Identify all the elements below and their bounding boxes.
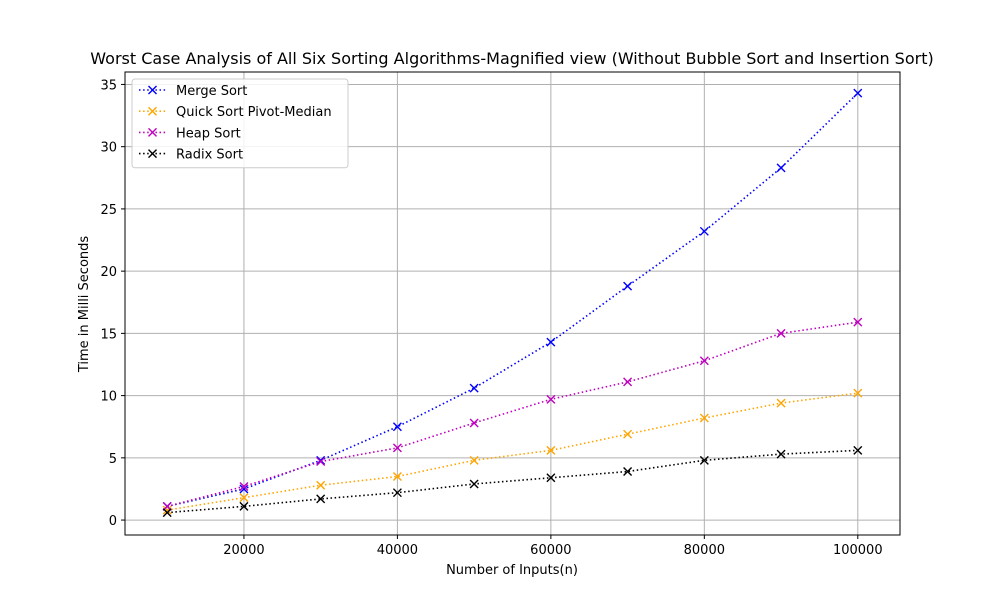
data-point (699, 455, 709, 465)
ticks: 20000 40000 60000 80000 100000 0 5 10 15 20 25 30 35 (100, 78, 882, 558)
data-point (776, 163, 786, 173)
y-tick-label: 5 (109, 452, 117, 467)
y-tick-label: 15 (100, 327, 117, 342)
x-tick-label: 40000 (377, 543, 418, 558)
legend-label: Heap Sort (176, 126, 241, 141)
series-quick-sort-pivot-median (162, 388, 863, 515)
data-point (162, 508, 172, 518)
legend-marker (148, 85, 157, 95)
x-tick-label: 60000 (530, 543, 571, 558)
legend-label: Radix Sort (176, 148, 243, 163)
data-point (392, 422, 402, 432)
data-point (699, 226, 709, 236)
y-tick-label: 10 (100, 390, 117, 405)
data-point (546, 445, 556, 455)
data-point (776, 328, 786, 338)
legend-item: Merge Sort (139, 84, 247, 99)
series-layer (162, 88, 863, 518)
x-tick-label: 100000 (833, 543, 883, 558)
y-tick-label: 25 (100, 203, 117, 218)
data-point (239, 501, 249, 511)
series-radix-sort (162, 445, 863, 518)
data-point (623, 281, 633, 291)
data-point (469, 383, 479, 393)
y-axis-title: Time in Milli Seconds (77, 236, 92, 374)
data-point (392, 488, 402, 498)
y-tick-label: 35 (100, 78, 117, 93)
x-tick-label: 20000 (223, 543, 264, 558)
data-point (469, 479, 479, 489)
series-line (166, 321, 858, 508)
data-point (239, 481, 249, 491)
legend-item: Radix Sort (139, 148, 243, 163)
data-point (392, 443, 402, 453)
legend-marker (148, 106, 157, 116)
data-point (623, 377, 633, 387)
data-point (776, 398, 786, 408)
data-point (469, 455, 479, 465)
data-point (853, 88, 863, 98)
legend-item: Heap Sort (139, 126, 241, 141)
legend-label: Merge Sort (176, 84, 247, 99)
data-point (546, 394, 556, 404)
legend-item: Quick Sort Pivot-Median (139, 105, 332, 120)
data-point (316, 480, 326, 490)
data-point (853, 317, 863, 327)
data-point (853, 388, 863, 398)
data-point (239, 493, 249, 503)
series-heap-sort (162, 317, 863, 511)
chart-title: Worst Case Analysis of All Six Sorting A… (90, 49, 933, 68)
data-point (699, 356, 709, 366)
y-tick-label: 20 (100, 265, 117, 280)
data-point (699, 413, 709, 423)
y-tick-label: 0 (109, 514, 117, 529)
data-point (469, 418, 479, 428)
data-point (239, 484, 249, 494)
legend-marker (148, 149, 157, 159)
data-point (623, 429, 633, 439)
data-point (776, 449, 786, 459)
x-tick-label: 80000 (684, 543, 725, 558)
data-point (316, 457, 326, 467)
x-axis-title: Number of Inputs(n) (446, 563, 578, 578)
grid (125, 72, 900, 535)
plot-frame (124, 71, 901, 536)
data-point (316, 494, 326, 504)
data-point (546, 473, 556, 483)
legend-marker (148, 127, 157, 137)
legend-label: Quick Sort Pivot-Median (176, 105, 332, 120)
data-point (623, 467, 633, 477)
series-line (167, 392, 858, 511)
y-tick-label: 30 (100, 141, 117, 156)
data-point (853, 445, 863, 455)
data-point (162, 505, 172, 515)
data-point (546, 337, 556, 347)
legend: Merge Sort Quick Sort Pivot-Median Heap So… (131, 78, 349, 169)
data-point (392, 472, 402, 481)
series-line (167, 449, 858, 514)
legend-box (131, 78, 349, 169)
